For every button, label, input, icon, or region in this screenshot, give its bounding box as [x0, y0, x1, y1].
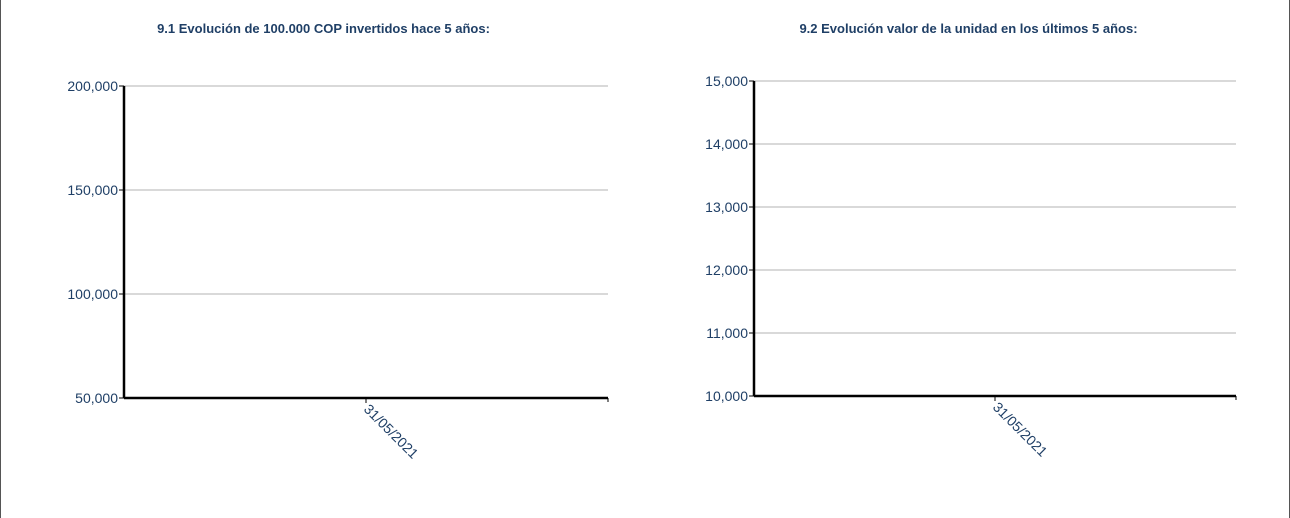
- y-tick-label: 150,000: [67, 182, 118, 198]
- unit-value-chart: 10,000 11,000 12,000 13,000 14,000 15,000 31/0…: [705, 73, 1237, 460]
- unit-value-panel: 9.2 Evolución valor de la unidad en los …: [646, 0, 1290, 518]
- y-tick-label: 200,000: [67, 78, 118, 94]
- y-tick-label: 12,000: [705, 262, 748, 278]
- y-tick-label: 15,000: [705, 73, 748, 89]
- chart-title: 9.1 Evolución de 100.000 COP invertidos …: [157, 21, 490, 36]
- y-tick-label: 13,000: [705, 199, 748, 215]
- x-tick-label: 31/05/2021: [361, 401, 422, 462]
- y-tick-label: 11,000: [706, 325, 748, 341]
- y-tick-label: 10,000: [705, 388, 748, 404]
- y-tick-label: 14,000: [705, 136, 748, 152]
- y-tick-label: 100,000: [67, 286, 118, 302]
- chart-title: 9.2 Evolución valor de la unidad en los …: [799, 21, 1138, 36]
- y-tick-label: 50,000: [75, 390, 118, 406]
- investment-evolution-panel: 9.1 Evolución de 100.000 COP invertidos …: [1, 0, 646, 518]
- investment-evolution-chart: 50,000 100,000 150,000 200,000 31/05/2021: [67, 78, 609, 462]
- x-tick-label: 31/05/2021: [990, 399, 1051, 460]
